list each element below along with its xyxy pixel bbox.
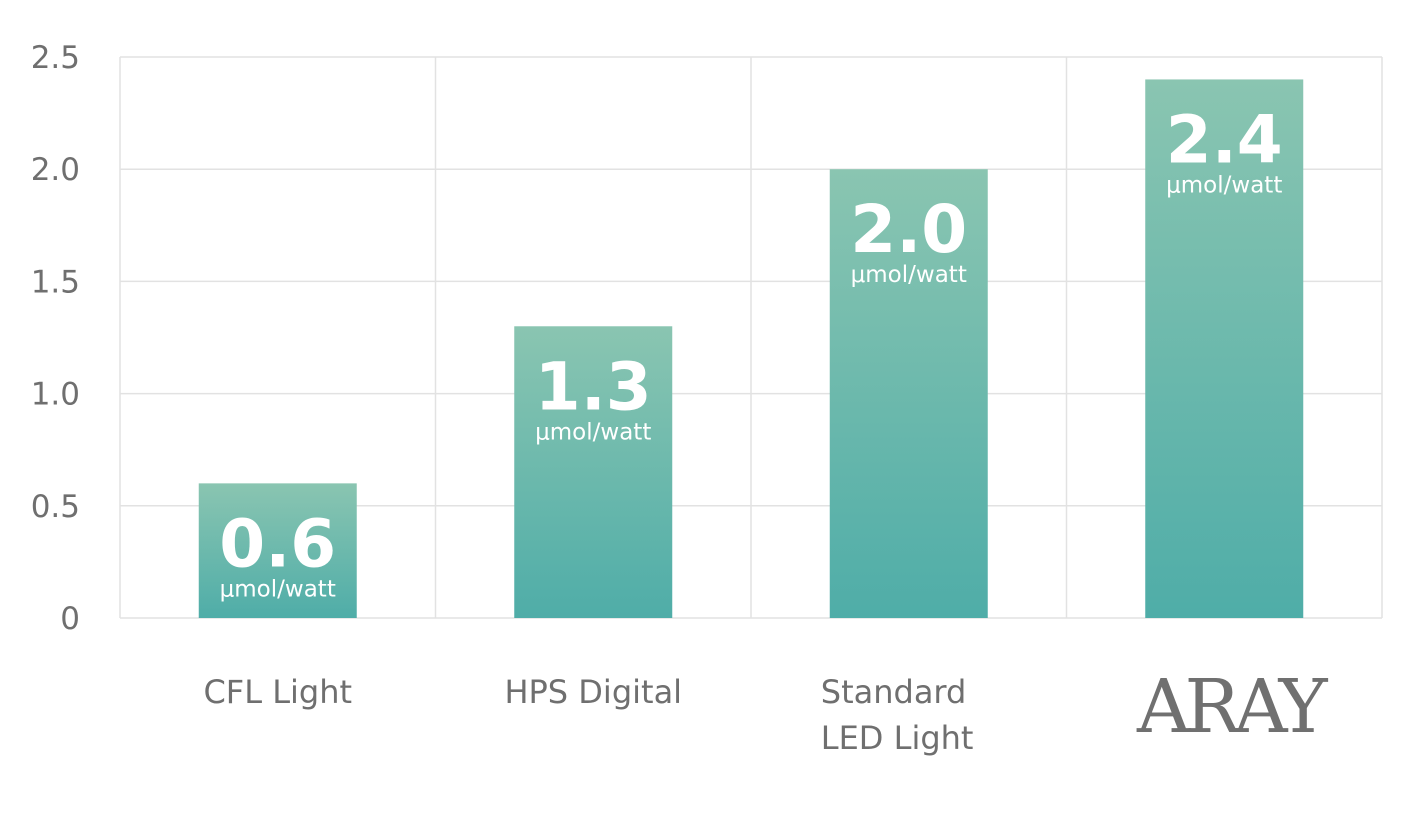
bar-unit-label: μmol/watt xyxy=(535,419,651,445)
aray-logo: ARAY xyxy=(1136,664,1329,750)
y-axis: 0 0.5 1.0 1.5 2.0 2.5 xyxy=(31,40,80,637)
bar-value-label: 0.6 xyxy=(219,505,336,582)
y-tick-label: 1.0 xyxy=(31,377,80,413)
x-tick-label: Standard xyxy=(821,673,967,711)
bar-unit-label: μmol/watt xyxy=(851,262,967,288)
bar xyxy=(198,483,357,618)
bar-unit-label: μmol/watt xyxy=(220,576,336,602)
bar xyxy=(1145,79,1304,618)
bar-value-label: 1.3 xyxy=(535,348,652,425)
y-tick-label: 0 xyxy=(60,601,80,637)
bar-value-label: 2.4 xyxy=(1166,101,1283,178)
x-tick-label: HPS Digital xyxy=(504,673,682,711)
bar xyxy=(514,326,673,618)
y-tick-label: 0.5 xyxy=(31,489,80,525)
bar-value-label: 2.0 xyxy=(850,191,967,268)
y-tick-label: 2.0 xyxy=(31,152,80,188)
x-tick-label: CFL Light xyxy=(203,673,352,711)
bar-unit-label: μmol/watt xyxy=(1166,172,1282,198)
bar xyxy=(829,169,988,618)
bars: 0.6μmol/watt1.3μmol/watt2.0μmol/watt2.4μ… xyxy=(198,79,1304,618)
x-tick-label: LED Light xyxy=(821,719,974,757)
x-axis: CFL Light HPS Digital Standard LED Light ARA… xyxy=(203,664,1334,757)
y-tick-label: 1.5 xyxy=(31,264,80,300)
y-tick-label: 2.5 xyxy=(31,40,80,76)
